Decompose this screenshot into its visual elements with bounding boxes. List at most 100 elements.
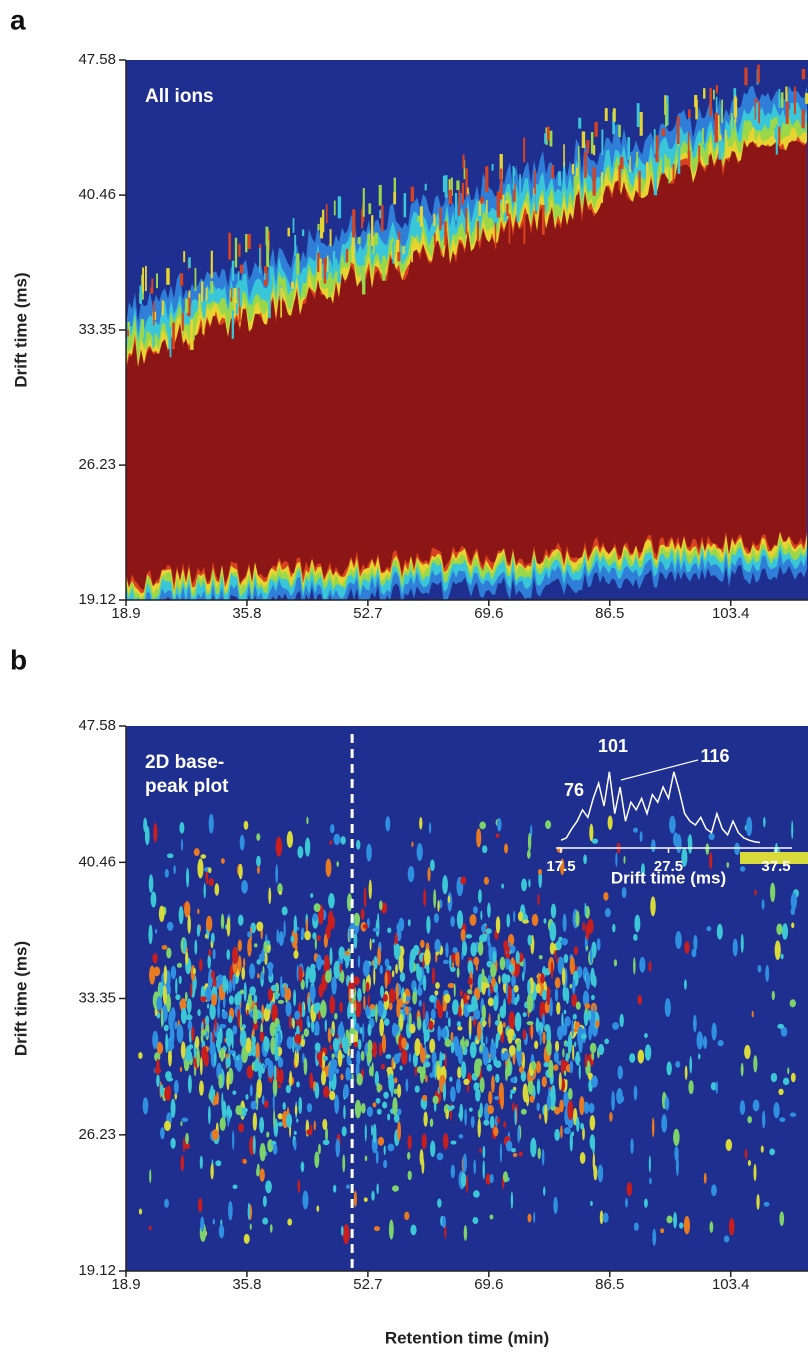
y-tick-label: 33.35 [78, 321, 116, 338]
heatmap-blob [309, 992, 313, 999]
heatmap-speck [166, 268, 170, 285]
heatmap-blob [205, 868, 209, 885]
heatmap-speck [367, 233, 371, 256]
heatmap-blob [754, 889, 757, 896]
heatmap-blob [373, 966, 376, 986]
heatmap-blob [259, 1031, 265, 1042]
heatmap-blob [346, 1052, 351, 1066]
heatmap-blob [407, 1170, 412, 1181]
heatmap-speck [563, 144, 565, 167]
heatmap-blob [362, 978, 366, 995]
heatmap-blob [539, 1030, 542, 1046]
heatmap-blob [228, 979, 233, 994]
heatmap-blob [391, 1057, 394, 1072]
heatmap-blob [294, 1048, 300, 1067]
heatmap-blob [181, 1117, 189, 1123]
heatmap-blob [573, 946, 579, 956]
y-tick-label: 26.23 [78, 1126, 116, 1143]
heatmap-blob [512, 1102, 515, 1112]
heatmap-blob [166, 921, 174, 931]
heatmap-blob [466, 994, 470, 1000]
heatmap-speck [371, 215, 374, 246]
heatmap-speck [577, 146, 580, 177]
heatmap-blob [200, 1029, 207, 1036]
heatmap-blob [477, 941, 484, 956]
heatmap-blob [191, 1026, 195, 1042]
heatmap-speck [231, 310, 234, 339]
heatmap-blob [379, 1018, 385, 1037]
heatmap-speck [785, 86, 788, 102]
heatmap-blob [583, 1101, 590, 1114]
heatmap-blob [427, 866, 431, 882]
heatmap-blob [343, 1083, 349, 1099]
heatmap-blob [554, 1128, 560, 1141]
heatmap-blob [360, 1102, 366, 1114]
heatmap-speck [238, 243, 241, 257]
heatmap-blob [338, 1036, 341, 1046]
heatmap-blob [396, 1000, 401, 1018]
heatmap-blob [300, 1008, 306, 1018]
heatmap-blob [705, 843, 710, 855]
heatmap-blob [325, 1126, 328, 1142]
heatmap-blob [454, 1038, 460, 1057]
heatmap-blob [303, 1028, 310, 1037]
heatmap-speck [228, 232, 231, 260]
heatmap-speck [444, 221, 447, 246]
heatmap-blob [516, 1039, 522, 1052]
heatmap-blob [522, 1083, 528, 1103]
heatmap-speck [239, 280, 242, 307]
heatmap-blob [564, 1079, 568, 1085]
heatmap-blob [773, 1102, 780, 1119]
heatmap-blob [266, 1003, 270, 1010]
heatmap-blob [260, 1026, 263, 1034]
heatmap-blob [156, 996, 163, 1011]
heatmap-speck [695, 99, 698, 120]
heatmap-blob [392, 1185, 399, 1192]
heatmap-blob [331, 916, 335, 930]
heatmap-speck [230, 288, 233, 302]
heatmap-blob [450, 1041, 455, 1054]
heatmap-blob [471, 965, 474, 975]
heatmap-speck [778, 88, 781, 109]
heatmap-blob [572, 1013, 577, 1020]
heatmap-blob [276, 929, 280, 944]
heatmap-blob [520, 1070, 527, 1082]
heatmap-blob [200, 854, 207, 859]
heatmap-blob [669, 815, 676, 834]
heatmap-blob [250, 922, 257, 934]
heatmap-blob [777, 1023, 784, 1029]
heatmap-blob [335, 1068, 339, 1074]
heatmap-blob [259, 1143, 266, 1162]
inset-x-tick-label: 17.5 [546, 858, 575, 875]
heatmap-blob [138, 1052, 143, 1059]
heatmap-speck [581, 131, 586, 148]
heatmap-blob [527, 979, 531, 996]
heatmap-blob [273, 1109, 276, 1129]
heatmap-blob [278, 931, 284, 947]
heatmap-blob [485, 1036, 488, 1045]
heatmap-blob [740, 933, 744, 953]
heatmap-blob [648, 961, 652, 972]
heatmap-speck [687, 151, 691, 167]
heatmap-blob [623, 855, 626, 864]
heatmap-blob [615, 852, 618, 867]
heatmap-blob [209, 1031, 213, 1046]
heatmap-blob [536, 1019, 540, 1025]
heatmap-speck [653, 167, 658, 196]
heatmap-speck [433, 233, 436, 246]
heatmap-blob [565, 987, 570, 1005]
heatmap-blob [269, 1224, 273, 1233]
heatmap-blob [186, 998, 192, 1014]
heatmap-blob [487, 985, 491, 998]
heatmap-speck [500, 168, 503, 200]
heatmap-blob [173, 1079, 179, 1095]
heatmap-blob [159, 1084, 164, 1097]
heatmap-blob [258, 953, 266, 962]
heatmap-blob [249, 1011, 254, 1018]
heatmap-speck [715, 96, 718, 121]
heatmap-blob [567, 1100, 574, 1121]
heatmap-blob [488, 942, 492, 961]
heatmap-blob [272, 1077, 278, 1098]
heatmap-blob [609, 1111, 613, 1122]
heatmap-blob [187, 914, 191, 934]
